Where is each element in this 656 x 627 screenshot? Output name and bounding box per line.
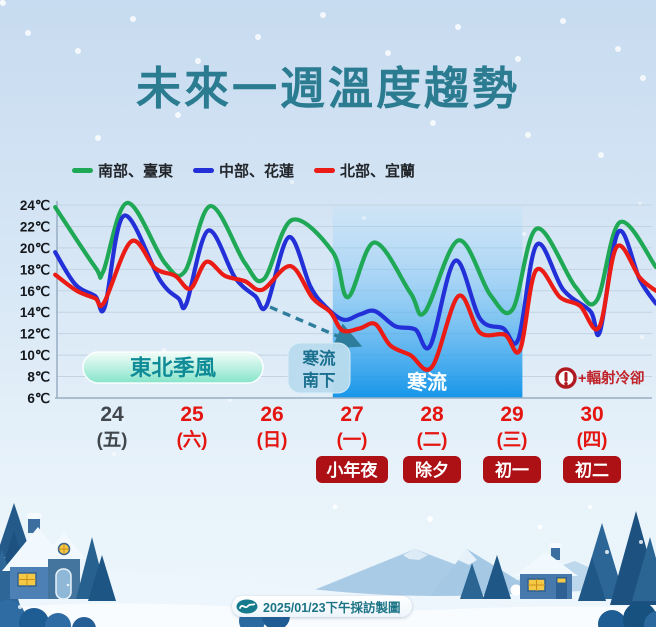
weekday-label: (三): [497, 429, 528, 450]
legend-swatch-blue-icon: [193, 168, 215, 173]
snowflakes-decoration-small: [0, 0, 4, 4]
footer-caption: 2025/01/23下午採訪製圖: [263, 601, 401, 615]
door: [556, 577, 567, 599]
page-title: 未來一週溫度趨勢: [135, 63, 520, 114]
cold-surge-region: [332, 206, 523, 398]
cold-surge-region-label: 寒流: [407, 370, 447, 394]
holiday-badge: [563, 456, 621, 483]
date-label: 29: [500, 403, 523, 426]
house-right-icon: [514, 543, 578, 599]
y-tick-label: 16℃: [20, 284, 51, 299]
snow-dot: [427, 516, 433, 522]
holiday-badge: [483, 456, 541, 483]
date-label: 26: [260, 403, 283, 426]
chimney-snow: [549, 543, 562, 548]
cold-surge-note-line1: 寒流: [303, 348, 337, 368]
window-panes: [528, 579, 545, 591]
window-panes: [18, 573, 36, 586]
holiday-badge-label: 小年夜: [327, 460, 379, 480]
holiday-badge-label: 除夕: [415, 460, 449, 480]
series-line-central-hualien: [53, 213, 656, 351]
bush-icon: [19, 608, 49, 627]
chimney: [551, 547, 560, 560]
monsoon-pill-label: 東北季風: [130, 356, 217, 380]
y-tick-label: 22℃: [20, 219, 51, 234]
y-tick-label: 14℃: [20, 305, 51, 320]
chimney-snow: [26, 513, 42, 519]
date-label: 27: [340, 403, 363, 426]
warning-exclamation-dot-icon: [564, 382, 568, 386]
y-tick-label: 6℃: [27, 391, 51, 406]
legend-swatch-green-icon: [72, 168, 93, 173]
bush-icon: [644, 611, 656, 627]
y-tick-label: 20℃: [20, 241, 51, 256]
snow-dot: [537, 524, 543, 530]
holiday-badge-label: 初二: [575, 460, 609, 480]
pine-tree-icon: [0, 503, 32, 557]
weather-agency-logo-icon: [236, 599, 258, 614]
y-tick-label: 10℃: [20, 348, 51, 363]
cold-surge-note-box: [287, 342, 351, 394]
pine-tree-icon: [88, 555, 116, 601]
date-label: 24: [100, 403, 124, 426]
date-label: 30: [580, 403, 603, 426]
weekday-label: (六): [177, 429, 208, 450]
legend-swatch-red-icon: [314, 168, 336, 173]
legend-item-central-hualien: 中部、花蓮: [193, 160, 294, 181]
pine-snow-dot: [639, 540, 643, 544]
date-label: 28: [420, 403, 444, 426]
monsoon-pill: [82, 351, 264, 384]
bush-icon: [45, 613, 71, 627]
cold-surge-arrow: [269, 305, 363, 349]
footer-credit-pill: 2025/01/23下午採訪製圖: [232, 596, 412, 617]
weekday-label: (一): [337, 429, 368, 450]
series-line-north-yilan: [53, 238, 656, 372]
weekday-label: (二): [417, 429, 448, 450]
holiday-badge-label: 初一: [495, 460, 529, 480]
date-label: 25: [180, 403, 204, 426]
door-knob: [66, 583, 70, 587]
round-window-panes: [58, 543, 70, 555]
snowball-icon: [510, 584, 522, 596]
snow-dot: [588, 505, 592, 509]
pine-tree-icon: [460, 563, 484, 599]
bush-snow-dot: [619, 608, 625, 614]
holiday-badge: [403, 456, 461, 483]
radiative-cooling-note: +輻射冷卻: [578, 369, 644, 387]
chart-legend: 南部、臺東 中部、花蓮 北部、宜蘭: [72, 160, 435, 181]
bush-icon: [72, 617, 96, 627]
legend-label-south-taitung: 南部、臺東: [98, 163, 174, 180]
legend-label-north-yilan: 北部、宜蘭: [340, 163, 416, 180]
y-tick-label: 18℃: [20, 262, 51, 277]
bush-icon: [598, 610, 626, 627]
legend-item-north-yilan: 北部、宜蘭: [314, 160, 415, 181]
y-tick-label: 24℃: [20, 198, 51, 213]
legend-item-south-taitung: 南部、臺東: [72, 160, 173, 181]
roof-snow: [514, 552, 578, 576]
snow-dot: [332, 504, 338, 510]
pine-tree-icon: [578, 557, 606, 601]
door-transom: [557, 578, 566, 583]
pine-tree-icon: [483, 555, 511, 599]
bush-snow-dot: [18, 605, 22, 609]
pine-tree-icon: [632, 537, 656, 601]
cold-surge-note-line2: 南下: [303, 370, 336, 390]
weekday-label: (五): [97, 429, 128, 450]
door: [55, 568, 72, 600]
weekday-label: (日): [257, 429, 288, 450]
y-tick-label: 12℃: [20, 327, 51, 342]
mountain-snowcap-icon: [403, 549, 428, 560]
series-line-south-taitung: [53, 200, 656, 317]
pine-snow-dot: [605, 550, 609, 554]
holiday-badge: [316, 456, 388, 483]
mountain-snowcap2-icon: [458, 549, 477, 565]
house-left-icon: [2, 513, 86, 600]
legend-label-central-hualien: 中部、花蓮: [219, 163, 295, 180]
y-tick-label: 8℃: [27, 370, 51, 385]
weekday-label: (四): [577, 429, 608, 450]
